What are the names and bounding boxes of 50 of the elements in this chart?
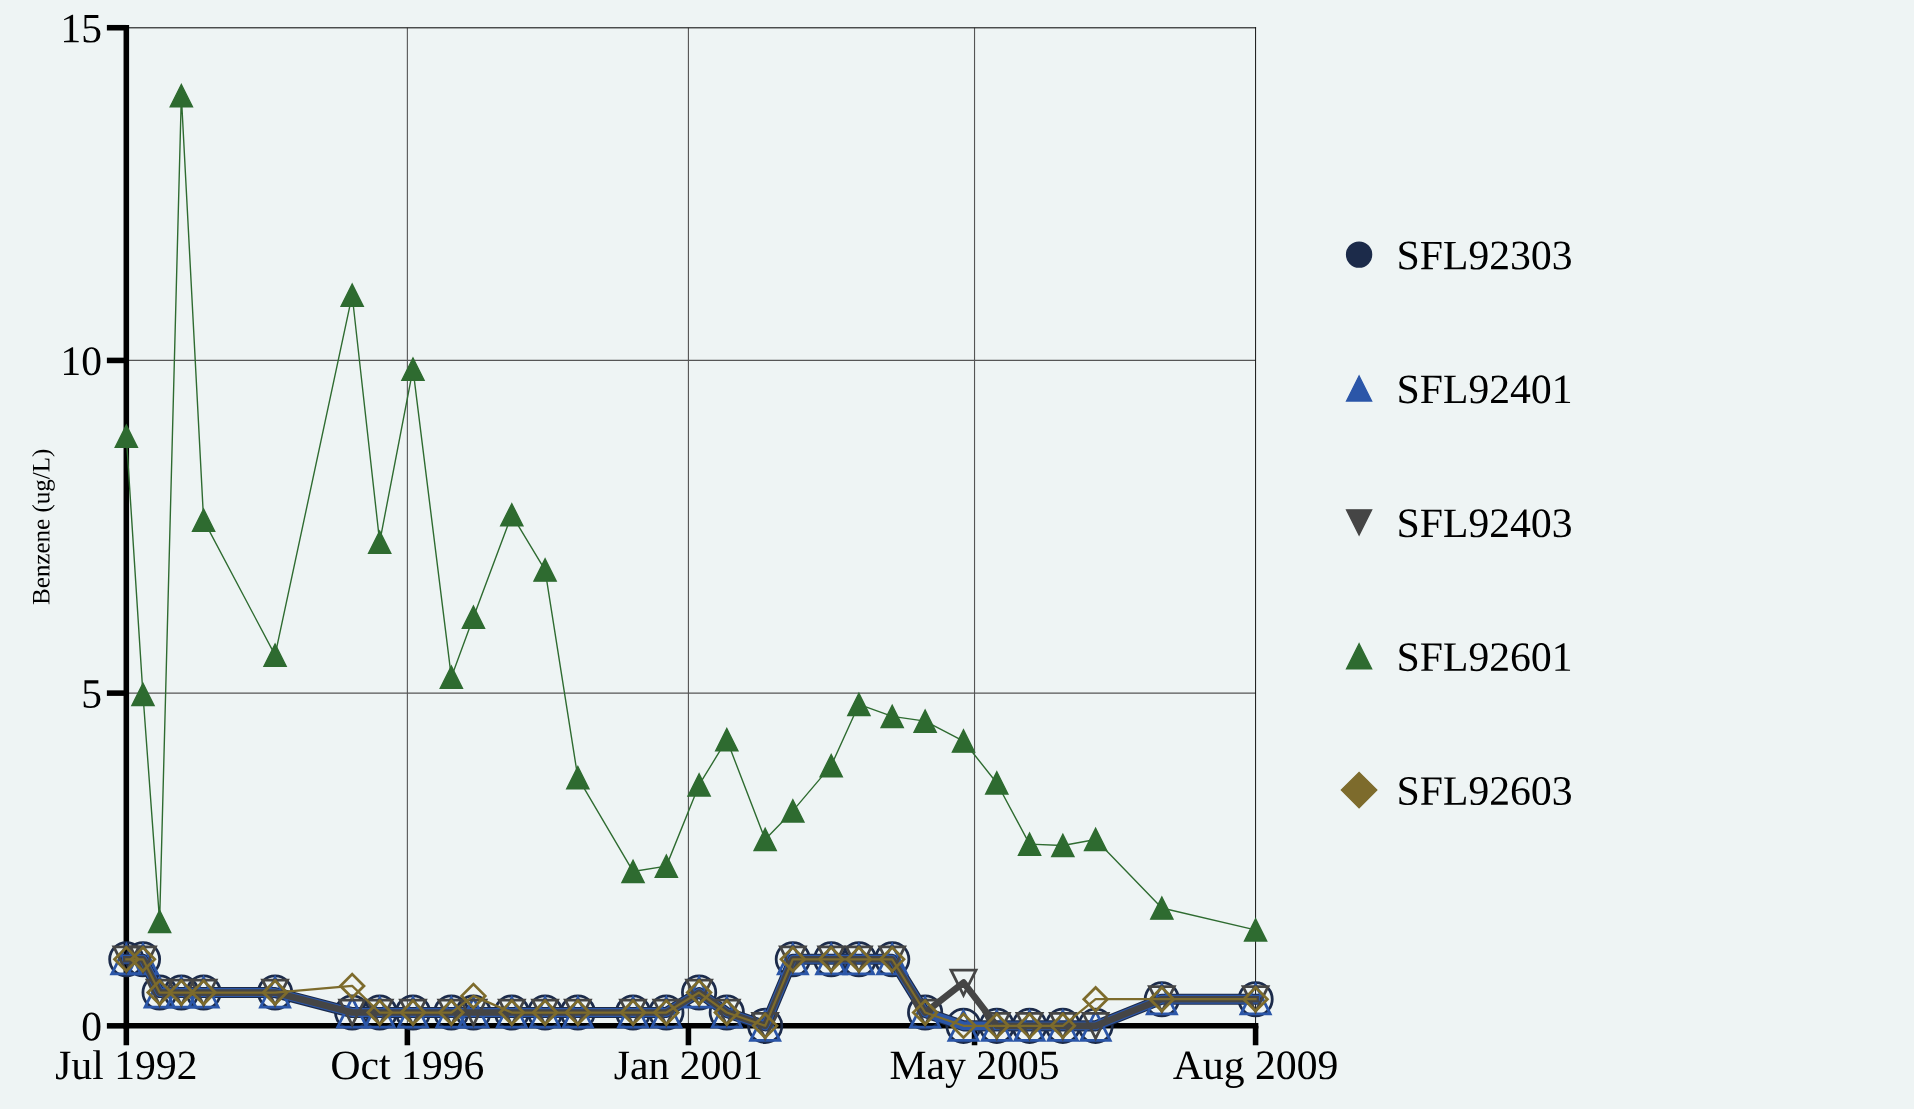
point <box>753 827 777 852</box>
legend-label: SFL92403 <box>1399 509 1571 538</box>
y-tick-label: 10 <box>64 347 101 376</box>
point <box>114 424 139 449</box>
point <box>654 854 679 878</box>
point <box>533 558 557 582</box>
legend-label: SFL92401 <box>1399 375 1571 404</box>
legend-label: SFL92601 <box>1399 643 1571 672</box>
point <box>880 704 905 729</box>
x-tick-label: Oct 1996 <box>332 1051 484 1080</box>
point <box>191 508 216 532</box>
point <box>263 643 287 668</box>
y-tick-label: 0 <box>82 1012 101 1041</box>
point <box>566 765 590 790</box>
point <box>951 729 976 753</box>
point <box>687 773 711 797</box>
point <box>1150 896 1174 920</box>
point <box>913 709 937 733</box>
point <box>169 83 194 108</box>
point <box>461 605 486 630</box>
point <box>131 682 155 707</box>
point <box>460 982 487 1010</box>
y-tick-label: 15 <box>64 14 101 43</box>
point <box>339 972 366 1000</box>
point <box>819 753 844 778</box>
point <box>367 530 392 554</box>
point <box>499 502 524 527</box>
point <box>1051 833 1075 858</box>
point <box>1243 918 1268 942</box>
x-tick-label: Aug 2009 <box>1173 1051 1337 1088</box>
point <box>714 727 739 752</box>
x-tick-label: May 2005 <box>890 1051 1058 1088</box>
point <box>401 357 425 381</box>
legend-label: SFL92603 <box>1399 776 1571 806</box>
point <box>984 771 1009 795</box>
point <box>1017 832 1042 856</box>
legend-label: SFL92303 <box>1399 241 1571 270</box>
x-tick-label: Jul 1992 <box>56 1050 196 1080</box>
point <box>147 909 172 934</box>
y-tick-label: 5 <box>83 680 101 708</box>
point <box>781 799 805 823</box>
point <box>847 692 871 717</box>
point <box>1083 827 1108 852</box>
point <box>340 283 364 308</box>
point <box>949 968 978 997</box>
point <box>1082 986 1109 1013</box>
point <box>621 859 645 884</box>
x-tick-label: Jan 2001 <box>614 1051 761 1080</box>
y-axis-title: Benzene (ug/L) <box>32 449 55 605</box>
point <box>439 665 464 689</box>
